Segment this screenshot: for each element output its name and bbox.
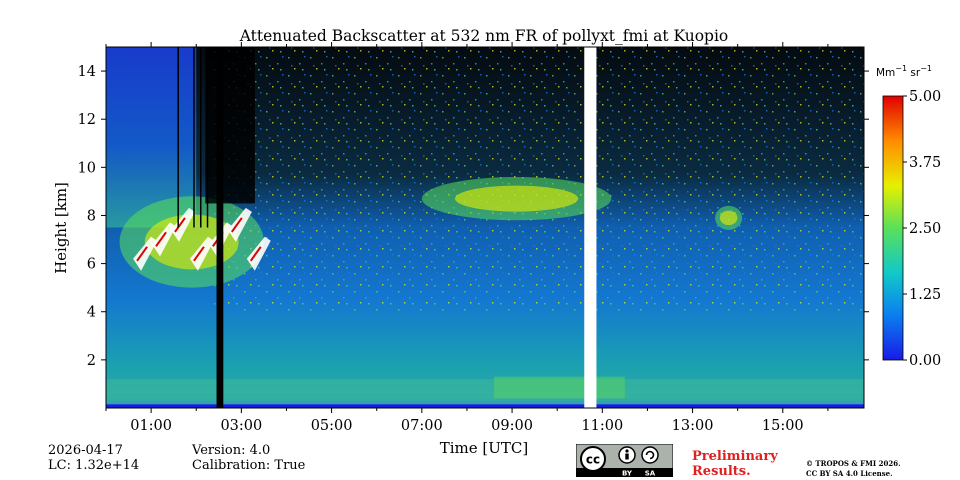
x-tick-label: 11:00 xyxy=(581,418,623,434)
footer-lc: LC: 1.32e+14 xyxy=(48,458,140,473)
copyright-credit: © TROPOS & FMI 2026. CC BY SA 4.0 Licens… xyxy=(806,459,901,479)
preliminary-line-1: Preliminary xyxy=(692,449,778,464)
svg-text:SA: SA xyxy=(645,470,656,478)
colorbar-tick-label: 5.00 xyxy=(909,89,941,105)
x-tick-label: 07:00 xyxy=(401,418,443,434)
cloud-streak-edge xyxy=(193,246,205,262)
y-tick-label: 10 xyxy=(78,160,96,176)
footer-calibration: Calibration: True xyxy=(192,458,306,473)
data-gap-column xyxy=(584,47,597,408)
credit-line-2: CC BY SA 4.0 License. xyxy=(806,469,893,478)
colorbar-tick-label: 0.00 xyxy=(909,353,941,369)
x-tick-label: 03:00 xyxy=(220,418,262,434)
chart-title: Attenuated Backscatter at 532 nm FR of p… xyxy=(239,27,729,45)
x-tick-label: 09:00 xyxy=(491,418,533,434)
x-tick-label: 01:00 xyxy=(130,418,172,434)
cloud-streak xyxy=(246,236,271,271)
x-tick-label: 05:00 xyxy=(311,418,353,434)
preliminary-notice: Preliminary Results. xyxy=(692,449,778,479)
x-tick-label: 15:00 xyxy=(762,418,804,434)
y-tick-label: 2 xyxy=(87,353,96,369)
y-axis: 2 4 6 8 10 12 14 xyxy=(78,64,869,369)
cloud-core xyxy=(454,185,579,212)
cloud-streak xyxy=(227,207,252,242)
colorbar-tick-label: 2.50 xyxy=(909,221,941,237)
colorbar-tick-label: 3.75 xyxy=(909,155,941,171)
cloud-streak xyxy=(170,207,195,242)
y-axis-label: Height [km] xyxy=(52,182,70,274)
y-tick-label: 12 xyxy=(78,112,96,128)
colorbar-tick-label: 1.25 xyxy=(909,287,941,303)
colorbar: Mm−1 sr−1 0.00 1.25 2.50 3.75 5.00 xyxy=(876,64,941,369)
cloud-streak-edge xyxy=(136,246,148,262)
cloud-streak-edge xyxy=(231,217,243,233)
y-tick-label: 4 xyxy=(87,305,96,321)
credit-line-1: © TROPOS & FMI 2026. xyxy=(806,459,901,468)
y-tick-label: 14 xyxy=(78,64,96,80)
svg-text:BY: BY xyxy=(622,470,633,478)
plot-frame xyxy=(105,46,865,409)
footer-date: 2026-04-17 xyxy=(48,443,123,458)
boundary-layer-aerosol xyxy=(494,376,625,399)
cloud-core xyxy=(719,210,738,226)
cc-by-sa-badge: cc BY SA xyxy=(576,444,673,477)
y-tick-label: 6 xyxy=(87,257,96,273)
cloud-streak xyxy=(189,236,214,271)
y-tick-label: 8 xyxy=(87,208,96,224)
svg-text:cc: cc xyxy=(586,453,600,467)
footer-version: Version: 4.0 xyxy=(192,443,271,458)
colorbar-gradient xyxy=(882,95,904,361)
near-ground-strip xyxy=(106,404,864,408)
plot-area xyxy=(106,47,864,408)
cloud-streak-edge xyxy=(174,217,186,233)
cloud-streak-edge xyxy=(155,231,167,247)
x-axis: 01:00 03:00 05:00 07:00 09:00 11:00 13:00 15:00 xyxy=(105,42,829,434)
x-axis-label: Time [UTC] xyxy=(440,439,529,457)
colorbar-unit: Mm−1 sr−1 xyxy=(876,64,932,79)
x-tick-label: 13:00 xyxy=(672,418,714,434)
cloud-streak-edge xyxy=(249,246,262,262)
boundary-layer xyxy=(106,379,864,405)
no-signal-column xyxy=(216,47,224,408)
preliminary-line-2: Results. xyxy=(692,464,751,479)
cloud-streak xyxy=(152,222,177,257)
attenuated-region xyxy=(205,47,255,204)
cloud-streak xyxy=(133,236,158,271)
